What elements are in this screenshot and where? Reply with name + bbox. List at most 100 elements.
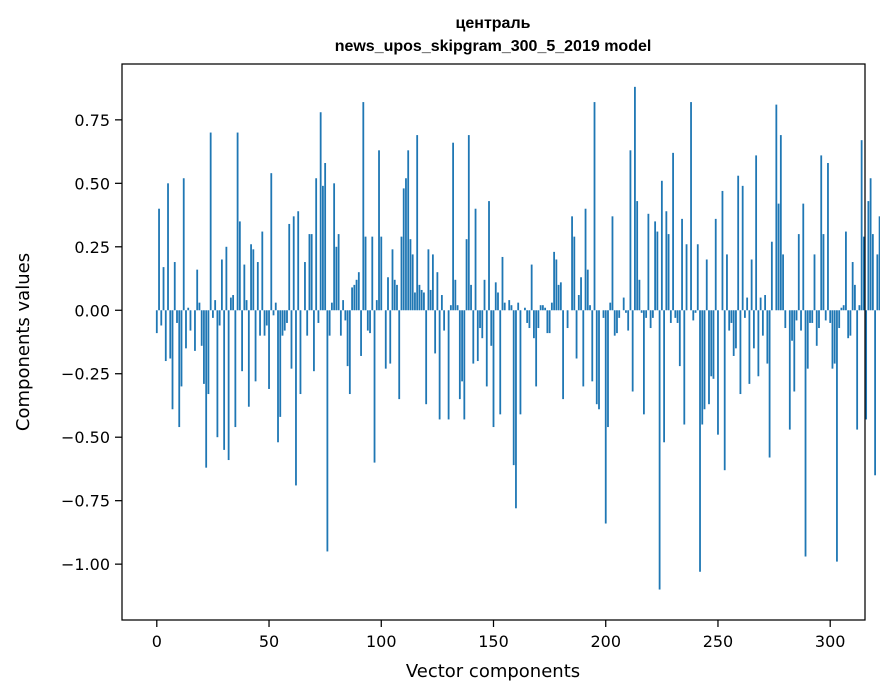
bar-130 xyxy=(447,310,450,420)
bar-319 xyxy=(871,234,874,311)
bar-230 xyxy=(672,152,674,311)
bar-278 xyxy=(779,135,782,311)
bar-82 xyxy=(339,310,342,336)
bar-169 xyxy=(535,310,538,387)
bar-117 xyxy=(418,284,421,311)
bar-68 xyxy=(308,234,311,311)
bar-239 xyxy=(692,310,695,321)
bar-241 xyxy=(696,244,699,311)
bar-252 xyxy=(721,190,724,311)
bar-159 xyxy=(512,310,515,466)
bar-229 xyxy=(669,310,672,323)
bar-100 xyxy=(380,236,383,311)
bar-306 xyxy=(842,305,845,311)
bar-63 xyxy=(297,211,300,311)
bar-270 xyxy=(761,310,764,336)
bar-188 xyxy=(577,295,580,311)
bar-157 xyxy=(508,300,511,311)
bar-102 xyxy=(384,310,387,369)
bar-219 xyxy=(647,213,650,311)
bar-118 xyxy=(420,289,423,311)
bar-55 xyxy=(279,310,282,417)
bar-303 xyxy=(836,310,838,562)
bar-196 xyxy=(595,310,598,405)
bar-27 xyxy=(216,310,219,438)
bar-141 xyxy=(472,310,475,364)
bars-group xyxy=(155,86,880,590)
bar-152 xyxy=(497,292,499,311)
bar-71 xyxy=(315,178,318,311)
bar-50 xyxy=(268,310,270,389)
bar-262 xyxy=(744,310,746,318)
chart-title-line-2: news_upos_skipgram_300_5_2019 model xyxy=(335,38,652,55)
bar-105 xyxy=(391,249,394,311)
bar-283 xyxy=(791,310,793,341)
bar-86 xyxy=(348,310,351,395)
bar-37 xyxy=(238,221,241,311)
bar-264 xyxy=(748,310,751,384)
bar-135 xyxy=(458,310,461,400)
y-tick-label: −0.25 xyxy=(61,365,110,384)
y-tick-label: 0.50 xyxy=(74,174,110,193)
bar-231 xyxy=(674,310,677,318)
bar-45 xyxy=(256,262,259,311)
y-tick-label: −0.50 xyxy=(61,428,110,447)
chart-title-line-1: централь xyxy=(456,15,531,32)
bar-300 xyxy=(829,310,832,323)
bar-322 xyxy=(878,216,880,311)
bar-248 xyxy=(712,310,715,379)
bar-216 xyxy=(640,310,643,313)
bar-170 xyxy=(537,310,540,329)
bar-294 xyxy=(815,310,818,346)
bar-232 xyxy=(676,310,679,323)
bar-309 xyxy=(849,310,852,336)
bar-282 xyxy=(788,310,791,430)
bar-201 xyxy=(607,310,609,428)
bar-203 xyxy=(611,216,614,311)
x-tick-label: 0 xyxy=(152,632,162,651)
bar-272 xyxy=(766,310,769,364)
bar-47 xyxy=(261,231,264,311)
bar-3 xyxy=(162,267,165,311)
bar-166 xyxy=(528,310,531,329)
bar-172 xyxy=(541,305,544,311)
bar-226 xyxy=(663,310,665,443)
bar-4 xyxy=(164,310,167,362)
bar-31 xyxy=(225,246,228,311)
bar-180 xyxy=(559,282,562,311)
bar-90 xyxy=(357,272,360,311)
bar-103 xyxy=(387,277,389,311)
bar-194 xyxy=(591,310,594,382)
bar-243 xyxy=(701,310,704,425)
bar-80 xyxy=(335,246,338,311)
bar-149 xyxy=(490,310,493,346)
bar-155 xyxy=(503,302,506,311)
bar-258 xyxy=(735,310,737,349)
bar-14 xyxy=(187,307,190,311)
bar-176 xyxy=(550,302,553,311)
bar-240 xyxy=(694,310,697,313)
bar-295 xyxy=(818,310,820,329)
bar-1 xyxy=(158,208,160,311)
bar-127 xyxy=(440,295,443,311)
bar-220 xyxy=(649,310,652,329)
bar-301 xyxy=(831,310,834,369)
bar-158 xyxy=(510,305,513,311)
bar-217 xyxy=(643,310,645,415)
bar-77 xyxy=(328,310,331,336)
bar-18 xyxy=(196,269,199,311)
bar-244 xyxy=(703,310,706,410)
bar-162 xyxy=(519,310,522,415)
bar-195 xyxy=(593,102,596,311)
bar-171 xyxy=(539,305,542,311)
bar-93 xyxy=(364,236,367,311)
bar-186 xyxy=(573,236,576,311)
bar-40 xyxy=(245,300,248,311)
bar-276 xyxy=(775,104,778,311)
bar-64 xyxy=(299,310,302,395)
bar-2 xyxy=(160,310,163,326)
bar-139 xyxy=(467,135,470,311)
y-axis-label: Components values xyxy=(13,253,34,431)
bar-57 xyxy=(283,310,286,331)
bar-199 xyxy=(602,310,605,318)
